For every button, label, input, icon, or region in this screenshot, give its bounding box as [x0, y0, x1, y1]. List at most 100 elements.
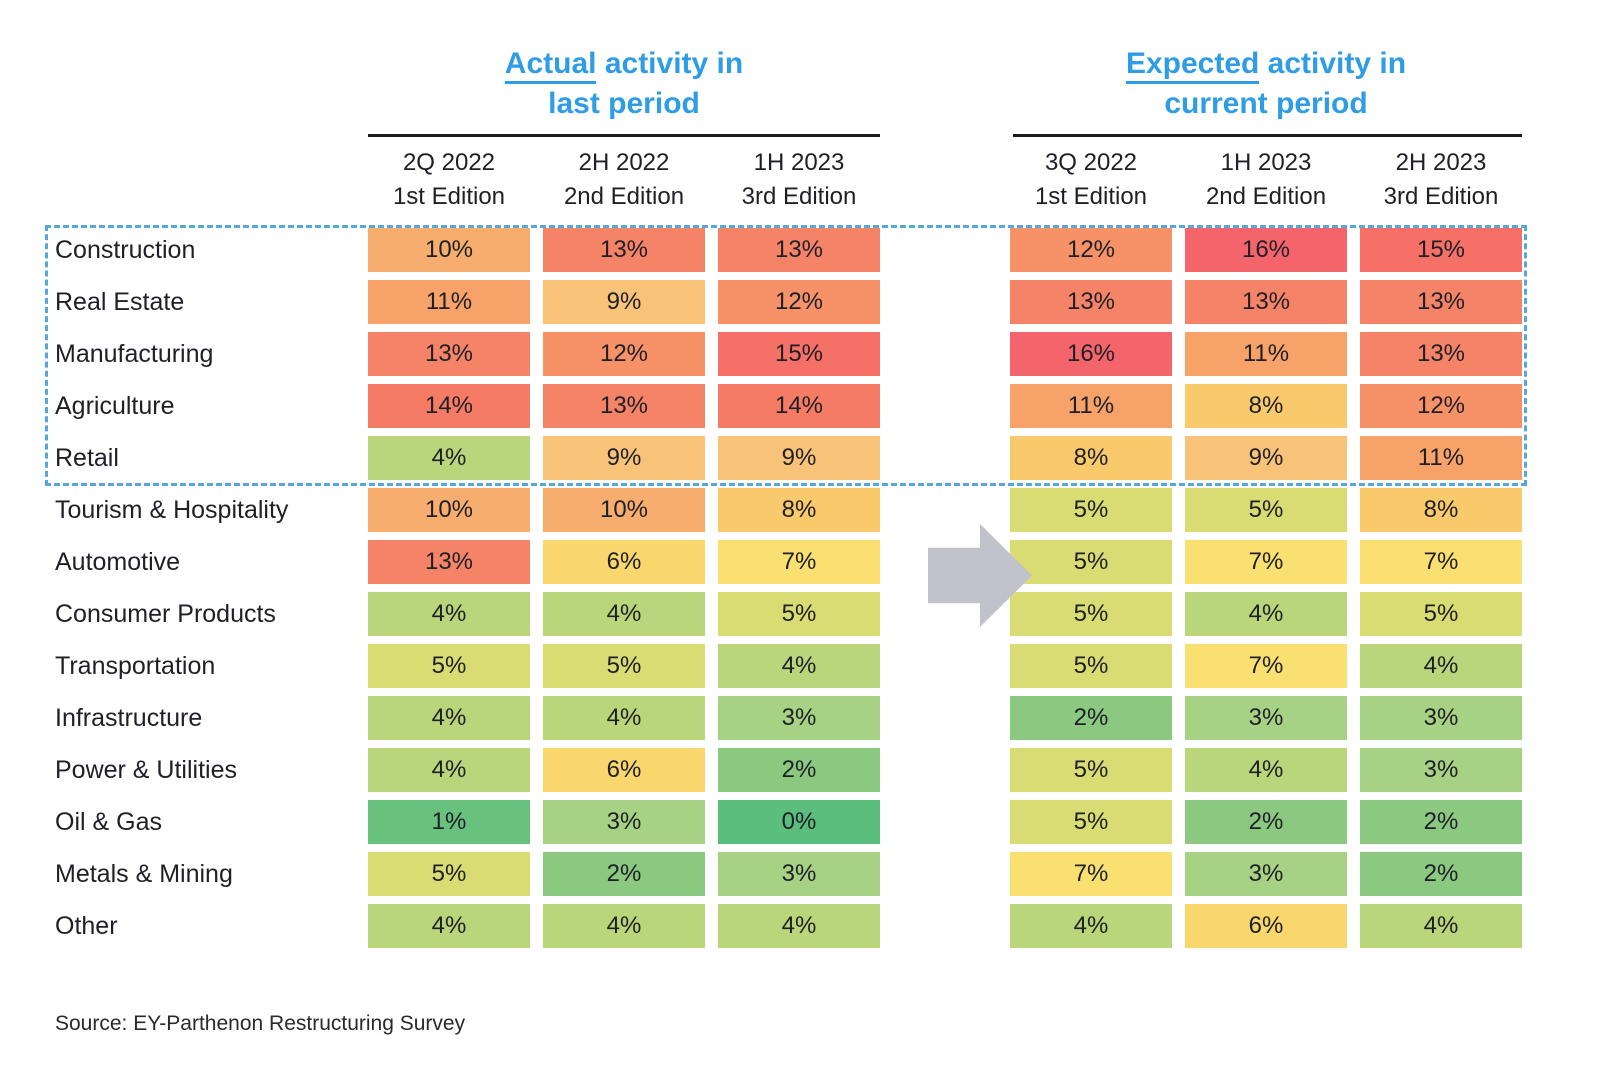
value-cell: 13% [718, 228, 880, 272]
value-cell: 2% [1360, 800, 1522, 844]
value-cell: 3% [1360, 748, 1522, 792]
column-header: 2H 2022 2nd Edition [543, 146, 705, 214]
column-edition: 2nd Edition [563, 183, 685, 210]
column-header: 1H 2023 3rd Edition [718, 146, 880, 214]
value-cell: 13% [1010, 280, 1172, 324]
value-cell: 3% [718, 852, 880, 896]
value-cell: 5% [1010, 592, 1172, 636]
sector-label: Other [55, 912, 118, 940]
sector-label: Manufacturing [55, 340, 214, 368]
value-cell: 12% [543, 332, 705, 376]
value-cell: 5% [1010, 488, 1172, 532]
value-cell: 16% [1010, 332, 1172, 376]
value-cell: 3% [1185, 696, 1347, 740]
value-cell: 8% [1360, 488, 1522, 532]
sector-label: Automotive [55, 548, 181, 576]
underlined-word: Expected [1125, 47, 1260, 84]
column-period: 1H 2023 [1220, 149, 1312, 176]
sector-label: Retail [55, 444, 119, 472]
sector-label: Infrastructure [55, 704, 203, 732]
value-cell: 7% [1185, 644, 1347, 688]
value-cell: 11% [1010, 384, 1172, 428]
value-cell: 12% [1360, 384, 1522, 428]
table-row: Tourism & Hospitality 10% 10% 8% 5% 5% 8% [45, 488, 1522, 532]
table-row: Infrastructure 4% 4% 3% 2% 3% 3% [45, 696, 1522, 740]
table-row: Oil & Gas 1% 3% 0% 5% 2% 2% [45, 800, 1522, 844]
column-edition: 3rd Edition [1383, 183, 1499, 210]
value-cell: 7% [718, 540, 880, 584]
value-cell: 12% [1010, 228, 1172, 272]
value-cell: 14% [718, 384, 880, 428]
column-edition: 3rd Edition [741, 183, 857, 210]
value-cell: 12% [718, 280, 880, 324]
value-cell: 4% [368, 592, 530, 636]
value-cell: 2% [1010, 696, 1172, 740]
table-row: Real Estate 11% 9% 12% 13% 13% 13% [45, 280, 1522, 324]
value-cell: 6% [1185, 904, 1347, 948]
sector-label: Construction [55, 236, 196, 264]
value-cell: 7% [1010, 852, 1172, 896]
value-cell: 13% [368, 540, 530, 584]
column-edition: 1st Edition [392, 183, 506, 210]
value-cell: 10% [368, 488, 530, 532]
arrow-gap [893, 644, 997, 688]
value-cell: 4% [718, 904, 880, 948]
value-cell: 9% [543, 280, 705, 324]
value-cell: 2% [1360, 852, 1522, 896]
value-cell: 5% [368, 852, 530, 896]
value-cell: 13% [368, 332, 530, 376]
value-cell: 11% [1360, 436, 1522, 480]
source-note: Source: EY-Parthenon Restructuring Surve… [55, 1012, 466, 1035]
value-cell: 4% [1185, 748, 1347, 792]
value-cell: 3% [1360, 696, 1522, 740]
value-cell: 13% [1360, 332, 1522, 376]
column-period: 2Q 2022 [402, 149, 496, 176]
value-cell: 2% [1185, 800, 1347, 844]
value-cell: 8% [718, 488, 880, 532]
value-cell: 11% [368, 280, 530, 324]
value-cell: 4% [543, 904, 705, 948]
value-cell: 5% [718, 592, 880, 636]
value-cell: 4% [1360, 644, 1522, 688]
value-cell: 8% [1185, 384, 1347, 428]
value-cell: 6% [543, 748, 705, 792]
right-column-headers: 3Q 2022 1st Edition 1H 2023 2nd Edition … [1010, 146, 1522, 214]
value-cell: 4% [368, 748, 530, 792]
column-period: 2H 2022 [578, 149, 670, 176]
title-rest: activity in [596, 47, 744, 80]
right-header-rule [1013, 134, 1522, 137]
left-column-headers: 2Q 2022 1st Edition 2H 2022 2nd Edition … [368, 146, 880, 214]
value-cell: 13% [1360, 280, 1522, 324]
value-cell: 5% [1360, 592, 1522, 636]
value-cell: 1% [368, 800, 530, 844]
table-row: Other 4% 4% 4% 4% 6% 4% [45, 904, 1522, 948]
value-cell: 5% [368, 644, 530, 688]
value-cell: 3% [543, 800, 705, 844]
arrow-gap [893, 748, 997, 792]
expected-title-line2: current period [1164, 87, 1368, 120]
table-row: Manufacturing 13% 12% 15% 16% 11% 13% [45, 332, 1522, 376]
left-header-rule [368, 134, 880, 137]
arrow-gap [893, 800, 997, 844]
value-cell: 4% [368, 696, 530, 740]
value-cell: 0% [718, 800, 880, 844]
value-cell: 2% [543, 852, 705, 896]
value-cell: 5% [1010, 748, 1172, 792]
value-cell: 14% [368, 384, 530, 428]
arrow-gap [893, 280, 997, 324]
value-cell: 8% [1010, 436, 1172, 480]
table-row: Consumer Products 4% 4% 5% 5% 4% 5% [45, 592, 1522, 636]
value-cell: 3% [718, 696, 880, 740]
actual-group-title: Actual activity in last period [368, 44, 880, 123]
value-cell: 5% [1010, 800, 1172, 844]
value-cell: 7% [1360, 540, 1522, 584]
table-row: Automotive 13% 6% 7% 5% 7% 7% [45, 540, 1522, 584]
value-cell: 9% [543, 436, 705, 480]
value-cell: 4% [368, 904, 530, 948]
expected-title-line1: Expected activity in [1010, 44, 1522, 84]
table-row: Power & Utilities 4% 6% 2% 5% 4% 3% [45, 748, 1522, 792]
value-cell: 15% [1360, 228, 1522, 272]
value-cell: 4% [1360, 904, 1522, 948]
sector-label: Tourism & Hospitality [55, 496, 289, 524]
